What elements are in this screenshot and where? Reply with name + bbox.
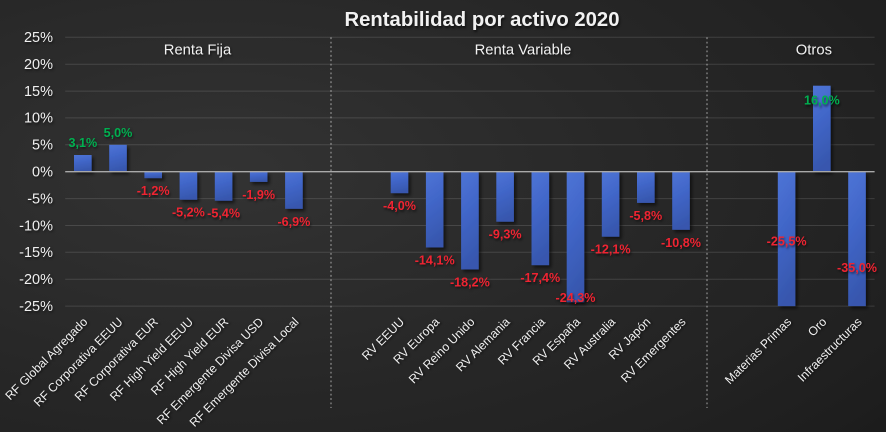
svg-text:5,0%: 5,0% [104, 126, 133, 140]
svg-text:-5%: -5% [27, 191, 53, 207]
svg-text:15%: 15% [24, 84, 53, 100]
svg-text:0%: 0% [32, 165, 53, 181]
svg-text:-18,2%: -18,2% [450, 276, 490, 290]
svg-text:20%: 20% [24, 57, 53, 73]
svg-text:-20%: -20% [19, 272, 53, 288]
svg-text:Otros: Otros [796, 43, 832, 59]
svg-text:-1,9%: -1,9% [242, 188, 275, 202]
svg-text:-6,9%: -6,9% [277, 215, 310, 229]
svg-text:-25%: -25% [19, 299, 53, 315]
svg-text:-24,3%: -24,3% [556, 291, 596, 305]
svg-text:-5,2%: -5,2% [172, 206, 205, 220]
svg-text:-9,3%: -9,3% [489, 228, 522, 242]
svg-text:-35,0%: -35,0% [837, 261, 877, 275]
svg-text:-12,1%: -12,1% [591, 243, 631, 257]
svg-text:25%: 25% [24, 30, 53, 46]
svg-text:-25,5%: -25,5% [767, 235, 807, 249]
svg-text:-1,2%: -1,2% [137, 184, 170, 198]
svg-text:-14,1%: -14,1% [415, 254, 455, 268]
svg-text:3,1%: 3,1% [68, 136, 97, 150]
svg-text:Renta Variable: Renta Variable [475, 43, 572, 59]
svg-text:5%: 5% [32, 138, 53, 154]
svg-text:-5,8%: -5,8% [629, 209, 662, 223]
svg-text:10%: 10% [24, 111, 53, 127]
svg-text:-5,4%: -5,4% [207, 207, 240, 221]
svg-text:-10%: -10% [19, 218, 53, 234]
svg-text:Renta Fija: Renta Fija [164, 43, 232, 59]
svg-text:-17,4%: -17,4% [520, 271, 560, 285]
svg-text:Rentabilidad por activo 2020: Rentabilidad por activo 2020 [344, 9, 619, 31]
svg-text:-4,0%: -4,0% [383, 199, 416, 213]
svg-text:-15%: -15% [19, 245, 53, 261]
svg-text:16,0%: 16,0% [804, 94, 840, 108]
svg-text:-10,8%: -10,8% [661, 236, 701, 250]
